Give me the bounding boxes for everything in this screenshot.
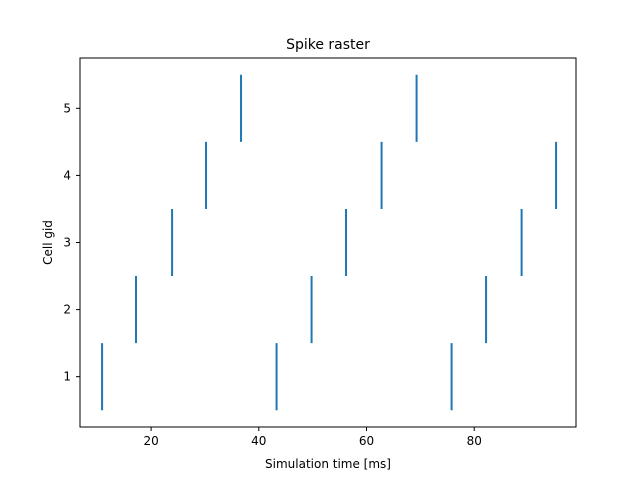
- y-tick-label: 3: [63, 236, 71, 250]
- x-axis-ticks: 20 40 60 80: [143, 427, 482, 448]
- x-tick-label: 60: [359, 434, 374, 448]
- x-tick-label: 40: [251, 434, 266, 448]
- y-tick-label: 1: [63, 370, 71, 384]
- x-axis-label: Simulation time [ms]: [265, 457, 391, 471]
- y-axis-label: Cell gid: [41, 220, 55, 265]
- chart-title: Spike raster: [286, 37, 370, 53]
- y-tick-label: 4: [63, 168, 71, 182]
- y-tick-label: 2: [63, 303, 71, 317]
- x-tick-label: 80: [467, 434, 482, 448]
- y-axis-ticks: 1 2 3 4 5: [63, 101, 80, 384]
- plot-frame: [79, 57, 577, 428]
- x-tick-label: 20: [143, 434, 158, 448]
- spike-layer: [101, 74, 558, 411]
- y-tick-label: 5: [63, 101, 71, 115]
